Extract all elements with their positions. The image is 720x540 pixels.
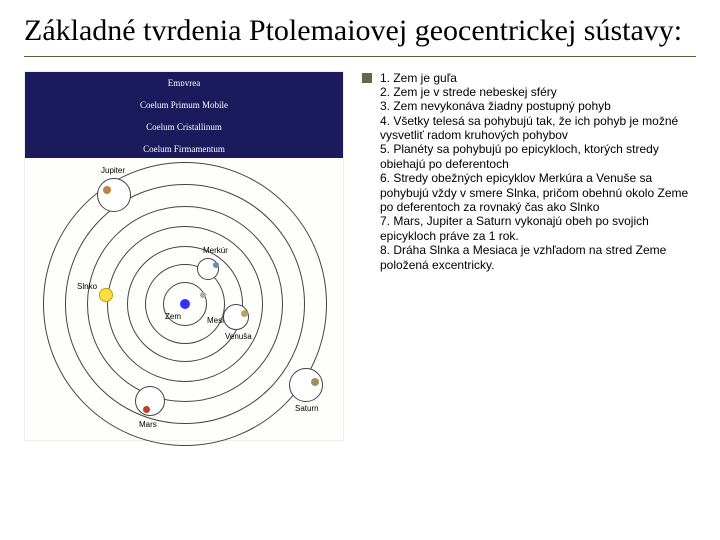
planet-sun bbox=[99, 288, 113, 302]
claim-5: 5. Planéty sa pohybujú po epicykloch, kt… bbox=[380, 142, 696, 171]
epicycle-venus bbox=[223, 304, 249, 330]
label-saturn: Saturn bbox=[295, 404, 319, 413]
claim-2: 2. Zem je v strede nebeskej sféry bbox=[380, 85, 696, 99]
label-venus: Venuša bbox=[225, 332, 252, 341]
slide-title: Základné tvrdenia Ptolemaiovej geocentri… bbox=[24, 12, 696, 57]
label-mercury: Merkúr bbox=[203, 246, 228, 255]
celestial-spheres-header: Empyrea Coelum Primum Mobile Coelum Cris… bbox=[25, 72, 343, 158]
claim-4: 4. Všetky telesá sa pohybujú tak, že ich… bbox=[380, 114, 696, 143]
planet-mars bbox=[143, 406, 150, 413]
planet-moon bbox=[200, 292, 206, 298]
diagram-column: Empyrea Coelum Primum Mobile Coelum Cris… bbox=[24, 71, 344, 441]
orbit-area: Zem Mesiac Merkúr Venuša Slnko bbox=[25, 158, 343, 440]
square-bullet-icon bbox=[362, 73, 372, 83]
slide: Základné tvrdenia Ptolemaiovej geocentri… bbox=[0, 0, 720, 540]
epicycle-mercury bbox=[197, 258, 219, 280]
planet-earth bbox=[180, 299, 190, 309]
claim-7: 7. Mars, Jupiter a Saturn vykonajú obeh … bbox=[380, 214, 696, 243]
label-sun: Slnko bbox=[77, 282, 97, 291]
label-jupiter: Jupiter bbox=[101, 166, 125, 175]
planet-saturn bbox=[311, 378, 319, 386]
sphere-label-firmamentum: Coelum Firmamentum bbox=[25, 144, 343, 154]
content-row: Empyrea Coelum Primum Mobile Coelum Cris… bbox=[24, 71, 696, 441]
label-earth: Zem bbox=[165, 312, 181, 321]
ptolemaic-diagram: Empyrea Coelum Primum Mobile Coelum Cris… bbox=[24, 71, 344, 441]
claim-8: 8. Dráha Slnka a Mesiaca je vzhľadom na … bbox=[380, 243, 696, 272]
text-column: 1. Zem je guľa 2. Zem je v strede nebesk… bbox=[362, 71, 696, 441]
planet-venus bbox=[241, 310, 248, 317]
claim-6: 6. Stredy obežných epicyklov Merkúra a V… bbox=[380, 171, 696, 214]
planet-jupiter bbox=[103, 186, 111, 194]
label-mars: Mars bbox=[139, 420, 157, 429]
planet-mercury bbox=[213, 262, 219, 268]
epicycle-jupiter bbox=[97, 178, 131, 212]
claim-3: 3. Zem nevykonáva žiadny postupný pohyb bbox=[380, 99, 696, 113]
bullet-row: 1. Zem je guľa 2. Zem je v strede nebesk… bbox=[362, 71, 696, 272]
claim-1: 1. Zem je guľa bbox=[380, 71, 457, 85]
claims-list: 1. Zem je guľa 2. Zem je v strede nebesk… bbox=[380, 71, 696, 272]
epicycle-mars bbox=[135, 386, 165, 416]
